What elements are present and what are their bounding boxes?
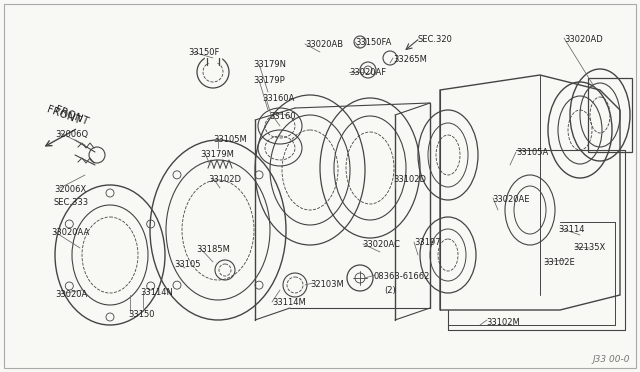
Text: 33160: 33160	[269, 112, 296, 121]
Text: FRONT: FRONT	[54, 104, 90, 126]
Text: FRONT: FRONT	[45, 105, 82, 126]
Text: 32135X: 32135X	[573, 243, 605, 252]
Text: SEC.320: SEC.320	[417, 35, 452, 44]
Text: 33105: 33105	[174, 260, 200, 269]
Text: 33020AA: 33020AA	[51, 228, 89, 237]
Text: 33020AD: 33020AD	[564, 35, 603, 44]
Text: 33265M: 33265M	[393, 55, 427, 64]
Text: 33020AB: 33020AB	[305, 40, 343, 49]
Text: 33150F: 33150F	[188, 48, 220, 57]
Text: 08363-61662: 08363-61662	[373, 272, 429, 281]
Text: 33185M: 33185M	[196, 245, 230, 254]
Text: (2): (2)	[384, 286, 396, 295]
Text: 32006X: 32006X	[54, 185, 86, 194]
Text: 32006Q: 32006Q	[55, 130, 88, 139]
Text: 33160A: 33160A	[262, 94, 294, 103]
Bar	[588, 78, 632, 152]
Text: 33150: 33150	[128, 310, 154, 319]
Text: 33197: 33197	[414, 238, 440, 247]
Text: 33105A: 33105A	[516, 148, 548, 157]
Text: 33179M: 33179M	[200, 150, 234, 159]
Text: SEC.333: SEC.333	[54, 198, 89, 207]
Text: 33114: 33114	[558, 225, 584, 234]
Text: 33020A: 33020A	[55, 290, 87, 299]
Text: J33 00-0: J33 00-0	[593, 355, 630, 364]
Text: 33102E: 33102E	[543, 258, 575, 267]
Text: 33102D: 33102D	[208, 175, 241, 184]
Text: 33020AE: 33020AE	[492, 195, 529, 204]
Text: 33114N: 33114N	[140, 288, 173, 297]
Text: 33105M: 33105M	[213, 135, 247, 144]
Text: 33150FA: 33150FA	[355, 38, 392, 47]
Text: 33114M: 33114M	[272, 298, 306, 307]
Text: 33102M: 33102M	[486, 318, 520, 327]
Text: 32103M: 32103M	[310, 280, 344, 289]
Text: 33102D: 33102D	[393, 175, 426, 184]
Text: 33179N: 33179N	[253, 60, 286, 69]
Text: 33020AF: 33020AF	[349, 68, 386, 77]
Text: 33179P: 33179P	[253, 76, 285, 85]
Text: 33020AC: 33020AC	[362, 240, 400, 249]
